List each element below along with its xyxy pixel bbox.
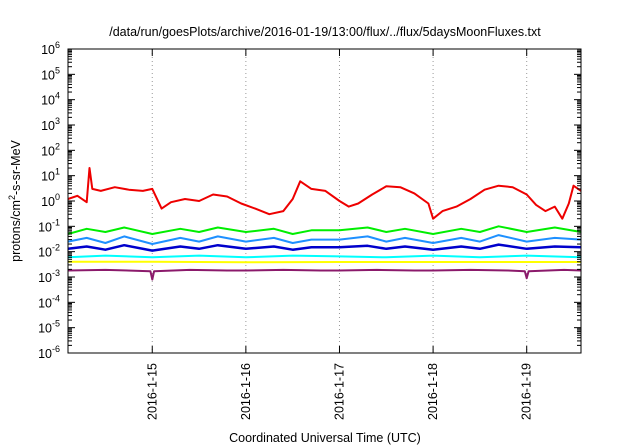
- y-tick-label: 10-6: [38, 344, 60, 361]
- series-line-4: [67, 243, 582, 252]
- chart-title: /data/run/goesPlots/archive/2016-01-19/1…: [109, 25, 541, 39]
- x-tick-label: 2016-1-16: [239, 363, 253, 420]
- y-tick-exponent: 0: [55, 192, 60, 202]
- series-line-6: [67, 167, 582, 220]
- x-tick-label: 2016-1-17: [332, 363, 346, 420]
- y-tick-label: 105: [41, 65, 60, 82]
- series-group: [67, 167, 582, 281]
- x-axis-label: Coordinated Universal Time (UTC): [229, 431, 421, 445]
- y-axis-label-pre: protons/cm: [9, 200, 23, 262]
- axis-ticks: [68, 48, 581, 354]
- y-tick-label: 104: [41, 91, 60, 108]
- y-tick-base: 10: [38, 322, 52, 336]
- y-tick-base: 10: [41, 68, 55, 82]
- y-tick-exponent: 6: [55, 40, 60, 50]
- y-tick-base: 10: [41, 94, 55, 108]
- y-tick-base: 10: [41, 43, 55, 57]
- y-tick-label: 103: [41, 116, 60, 133]
- y-tick-exponent: -2: [52, 243, 60, 253]
- y-tick-base: 10: [38, 220, 52, 234]
- x-tick-labels: 2016-1-15 2016-1-16 2016-1-17 2016-1-18 2016…: [145, 363, 533, 420]
- y-tick-exponent: 4: [55, 91, 60, 101]
- series-line-3: [67, 234, 582, 245]
- y-tick-base: 10: [41, 170, 55, 184]
- y-tick-label: 10-1: [38, 217, 60, 234]
- y-tick-base: 10: [41, 144, 55, 158]
- y-tick-label: 106: [41, 40, 60, 57]
- x-tick-label: 2016-1-18: [426, 363, 440, 420]
- y-tick-labels: 10-610-510-410-310-210-11001011021031041…: [38, 40, 60, 361]
- y-tick-base: 10: [38, 271, 52, 285]
- y-tick-base: 10: [41, 195, 55, 209]
- y-tick-label: 10-4: [38, 293, 60, 310]
- y-tick-exponent: -1: [52, 217, 60, 227]
- y-tick-label: 100: [41, 192, 60, 209]
- y-tick-base: 10: [41, 119, 55, 133]
- series-line-2: [67, 225, 582, 235]
- series-line-0: [68, 260, 581, 264]
- y-tick-exponent: 2: [55, 141, 60, 151]
- x-tick-label: 2016-1-15: [145, 363, 159, 420]
- y-axis-label: protons/cm2-s-sr-MeV: [7, 139, 23, 261]
- y-tick-base: 10: [38, 296, 52, 310]
- y-tick-label: 101: [41, 167, 60, 184]
- y-tick-exponent: -5: [52, 319, 60, 329]
- y-tick-label: 10-3: [38, 268, 60, 285]
- y-tick-exponent: 1: [55, 167, 60, 177]
- y-tick-label: 102: [41, 141, 60, 158]
- y-tick-label: 10-2: [38, 243, 60, 260]
- y-axis-label-post: -s-sr-MeV: [9, 139, 23, 195]
- x-tick-label: 2016-1-19: [520, 363, 534, 420]
- y-axis-label-sup: 2: [7, 195, 17, 200]
- y-tick-base: 10: [38, 246, 52, 260]
- series-line-5: [67, 268, 582, 281]
- y-tick-label: 10-5: [38, 319, 60, 336]
- series-line-1: [67, 254, 582, 259]
- y-tick-exponent: 3: [55, 116, 60, 126]
- y-tick-base: 10: [38, 347, 52, 361]
- y-tick-exponent: -3: [52, 268, 60, 278]
- y-tick-exponent: -4: [52, 293, 60, 303]
- y-tick-exponent: 5: [55, 65, 60, 75]
- y-tick-exponent: -6: [52, 344, 60, 354]
